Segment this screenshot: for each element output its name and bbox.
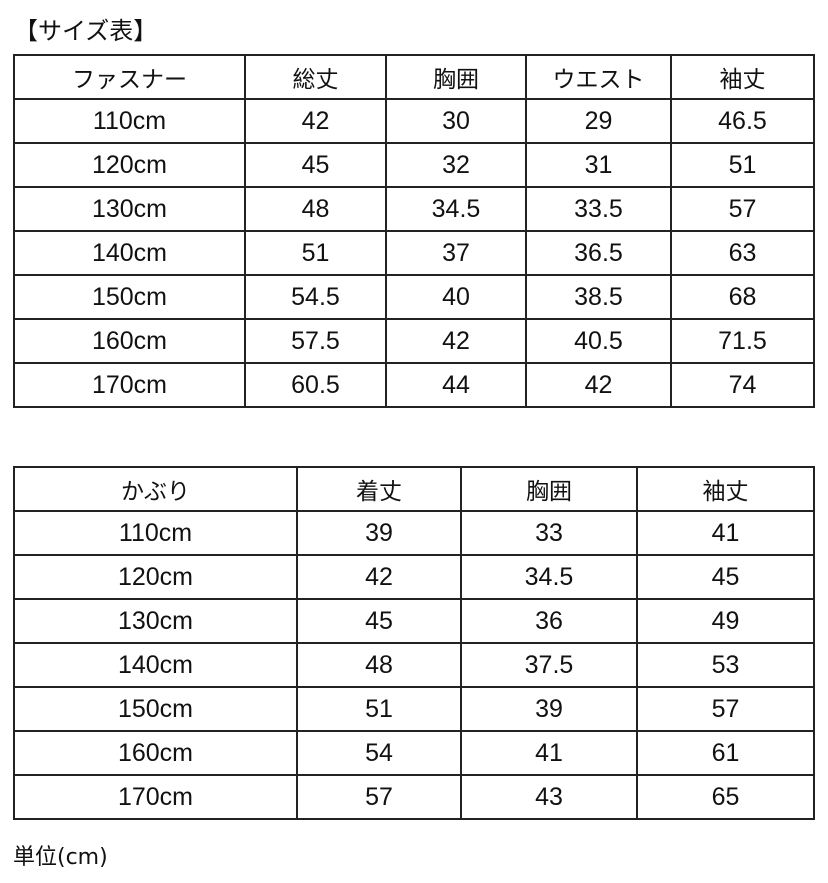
measurement-cell: 42 <box>385 318 527 364</box>
measurement-cell: 51 <box>296 686 462 732</box>
header-row: かぶり 着丈 胸囲 袖丈 <box>13 466 815 512</box>
measurement-cell: 40.5 <box>525 318 672 364</box>
size-cell: 160cm <box>13 730 298 776</box>
table-row: 160cm 54 41 61 <box>13 730 815 776</box>
measurement-cell: 31 <box>525 142 672 188</box>
size-cell: 120cm <box>13 142 246 188</box>
measurement-cell: 57.5 <box>244 318 387 364</box>
measurement-cell: 33 <box>460 510 638 556</box>
measurement-cell: 36 <box>460 598 638 644</box>
size-cell: 130cm <box>13 186 246 232</box>
measurement-cell: 41 <box>460 730 638 776</box>
size-cell: 140cm <box>13 230 246 276</box>
measurement-cell: 68 <box>670 274 815 320</box>
measurement-cell: 53 <box>636 642 815 688</box>
measurement-cell: 57 <box>636 686 815 732</box>
measurement-cell: 41 <box>636 510 815 556</box>
table-row: 140cm 51 37 36.5 63 <box>13 230 815 276</box>
size-cell: 140cm <box>13 642 298 688</box>
size-cell: 170cm <box>13 362 246 408</box>
header-row: ファスナー 総丈 胸囲 ウエスト 袖丈 <box>13 54 815 100</box>
table-row: 120cm 45 32 31 51 <box>13 142 815 188</box>
measurement-cell: 43 <box>460 774 638 820</box>
table-row: 110cm 39 33 41 <box>13 510 815 556</box>
table-row: 140cm 48 37.5 53 <box>13 642 815 688</box>
measurement-cell: 32 <box>385 142 527 188</box>
measurement-cell: 45 <box>636 554 815 600</box>
measurement-cell: 39 <box>460 686 638 732</box>
measurement-cell: 45 <box>244 142 387 188</box>
table-row: 160cm 57.5 42 40.5 71.5 <box>13 318 815 364</box>
page-title: 【サイズ表】 <box>14 17 158 45</box>
measurement-cell: 44 <box>385 362 527 408</box>
table-row: 150cm 51 39 57 <box>13 686 815 732</box>
measurement-cell: 30 <box>385 98 527 144</box>
column-header: 胸囲 <box>385 54 527 100</box>
table-row: 120cm 42 34.5 45 <box>13 554 815 600</box>
measurement-cell: 65 <box>636 774 815 820</box>
measurement-cell: 60.5 <box>244 362 387 408</box>
measurement-cell: 48 <box>296 642 462 688</box>
table-row: 150cm 54.5 40 38.5 68 <box>13 274 815 320</box>
measurement-cell: 71.5 <box>670 318 815 364</box>
measurement-cell: 51 <box>670 142 815 188</box>
table-row: 170cm 57 43 65 <box>13 774 815 820</box>
measurement-cell: 37.5 <box>460 642 638 688</box>
size-cell: 170cm <box>13 774 298 820</box>
measurement-cell: 46.5 <box>670 98 815 144</box>
column-header: 総丈 <box>244 54 387 100</box>
measurement-cell: 34.5 <box>460 554 638 600</box>
measurement-cell: 51 <box>244 230 387 276</box>
table-row: 130cm 48 34.5 33.5 57 <box>13 186 815 232</box>
measurement-cell: 34.5 <box>385 186 527 232</box>
measurement-cell: 39 <box>296 510 462 556</box>
pullover-size-table: かぶり 着丈 胸囲 袖丈 110cm 39 33 41 120cm 42 34.5 45 130cm 45… <box>13 466 815 820</box>
measurement-cell: 42 <box>244 98 387 144</box>
measurement-cell: 61 <box>636 730 815 776</box>
measurement-cell: 38.5 <box>525 274 672 320</box>
size-cell: 120cm <box>13 554 298 600</box>
column-header: 袖丈 <box>636 466 815 512</box>
column-header: 胸囲 <box>460 466 638 512</box>
measurement-cell: 40 <box>385 274 527 320</box>
size-cell: 150cm <box>13 686 298 732</box>
measurement-cell: 29 <box>525 98 672 144</box>
measurement-cell: 48 <box>244 186 387 232</box>
zipper-size-table: ファスナー 総丈 胸囲 ウエスト 袖丈 110cm 42 30 29 46.5 120cm 45 32 3… <box>13 54 815 408</box>
measurement-cell: 57 <box>296 774 462 820</box>
measurement-cell: 33.5 <box>525 186 672 232</box>
measurement-cell: 42 <box>296 554 462 600</box>
column-header: ウエスト <box>525 54 672 100</box>
column-header: ファスナー <box>13 54 246 100</box>
measurement-cell: 42 <box>525 362 672 408</box>
unit-note: 単位(cm) <box>13 845 108 870</box>
measurement-cell: 63 <box>670 230 815 276</box>
measurement-cell: 45 <box>296 598 462 644</box>
column-header: 着丈 <box>296 466 462 512</box>
column-header: 袖丈 <box>670 54 815 100</box>
size-cell: 110cm <box>13 510 298 556</box>
size-cell: 110cm <box>13 98 246 144</box>
measurement-cell: 37 <box>385 230 527 276</box>
measurement-cell: 36.5 <box>525 230 672 276</box>
measurement-cell: 54 <box>296 730 462 776</box>
column-header: かぶり <box>13 466 298 512</box>
size-cell: 160cm <box>13 318 246 364</box>
size-cell: 150cm <box>13 274 246 320</box>
measurement-cell: 74 <box>670 362 815 408</box>
measurement-cell: 54.5 <box>244 274 387 320</box>
measurement-cell: 57 <box>670 186 815 232</box>
table-row: 130cm 45 36 49 <box>13 598 815 644</box>
size-cell: 130cm <box>13 598 298 644</box>
table-row: 110cm 42 30 29 46.5 <box>13 98 815 144</box>
measurement-cell: 49 <box>636 598 815 644</box>
table-row: 170cm 60.5 44 42 74 <box>13 362 815 408</box>
